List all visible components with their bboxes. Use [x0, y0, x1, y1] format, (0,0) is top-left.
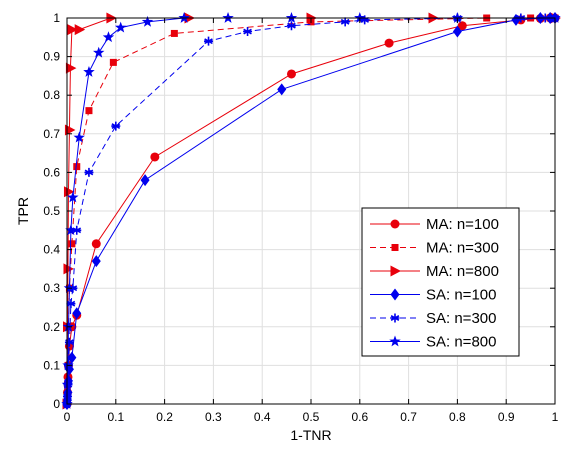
data-point-marker — [390, 265, 401, 277]
data-point-marker — [390, 219, 400, 229]
x-tick-label: 0.1 — [107, 410, 124, 424]
x-tick-label: 0.7 — [400, 410, 417, 424]
data-point-marker — [354, 12, 366, 23]
data-point-marker — [286, 21, 296, 31]
data-point-marker — [340, 17, 350, 27]
data-point-marker — [286, 69, 296, 79]
legend-label: SA: n=300 — [426, 310, 496, 327]
y-tick-label: 0.3 — [43, 281, 60, 295]
legend-item: SA: n=100 — [370, 287, 496, 304]
data-point-marker — [109, 58, 117, 66]
data-point-marker — [84, 167, 94, 177]
data-point-marker — [85, 107, 93, 115]
legend-item: MA: n=100 — [370, 216, 499, 233]
data-point-marker — [72, 307, 82, 320]
data-point-marker — [72, 225, 82, 235]
legend-label: MA: n=800 — [426, 263, 499, 280]
data-point-marker — [73, 163, 81, 171]
data-point-marker — [64, 337, 74, 347]
data-point-marker — [204, 36, 214, 46]
data-point-marker — [102, 31, 115, 43]
y-tick-label: 0.9 — [43, 50, 60, 64]
data-point-marker — [73, 131, 85, 143]
y-axis-label: TPR — [15, 197, 31, 225]
legend-item: MA: n=800 — [370, 263, 499, 280]
data-point-marker — [549, 12, 561, 23]
data-point-marker — [63, 282, 76, 294]
data-point-marker — [452, 25, 462, 38]
data-point-marker — [360, 15, 370, 25]
y-tick-label: 1 — [53, 11, 60, 25]
legend-item: MA: n=300 — [370, 240, 499, 257]
data-point-marker — [114, 21, 127, 33]
y-tick-label: 0.6 — [43, 165, 60, 179]
x-tick-label: 0.6 — [351, 410, 368, 424]
data-point-marker — [451, 12, 464, 23]
data-point-marker — [67, 191, 79, 203]
data-point-marker — [243, 27, 253, 37]
legend-item: SA: n=300 — [370, 310, 496, 327]
y-tick-label: 0.1 — [43, 358, 60, 372]
data-point-marker — [67, 24, 78, 36]
data-point-marker — [384, 38, 394, 48]
data-point-marker — [222, 12, 234, 23]
x-tick-label: 0.3 — [205, 410, 222, 424]
x-axis-label: 1-TNR — [290, 427, 331, 443]
data-point-marker — [285, 12, 298, 23]
y-tick-label: 0.7 — [43, 127, 60, 141]
legend-item: SA: n=800 — [370, 334, 496, 351]
x-tick-label: 1 — [552, 410, 559, 424]
x-tick-label: 0.9 — [498, 410, 515, 424]
legend-label: MA: n=300 — [426, 240, 499, 257]
data-point-marker — [178, 12, 190, 23]
x-tick-label: 0 — [64, 410, 71, 424]
data-point-marker — [68, 240, 76, 248]
y-tick-label: 0.2 — [43, 320, 60, 334]
data-point-marker — [170, 29, 178, 37]
y-tick-label: 0.5 — [43, 204, 60, 218]
data-point-marker — [68, 283, 78, 293]
data-point-marker — [111, 121, 121, 131]
x-tick-label: 0.4 — [254, 410, 271, 424]
data-point-marker — [390, 288, 400, 301]
data-point-marker — [74, 24, 86, 36]
axis-ticks: 0 0.1 0.2 0.3 0.4 0.5 0.6 0.7 0.8 0.9 1 0 0.1 0.2 0.3 0… — [43, 11, 558, 424]
data-point-marker — [64, 124, 76, 136]
data-point-marker — [150, 152, 160, 162]
data-point-marker — [140, 174, 150, 187]
legend-box — [361, 207, 520, 357]
data-point-marker — [391, 244, 399, 251]
data-point-marker — [91, 255, 101, 268]
legend-label: SA: n=800 — [426, 334, 496, 351]
data-point-marker — [457, 21, 467, 31]
data-point-marker — [62, 320, 75, 332]
data-point-marker — [66, 299, 76, 309]
data-point-marker — [62, 359, 74, 371]
data-point-marker — [63, 263, 74, 275]
x-tick-label: 0.2 — [156, 410, 173, 424]
data-point-marker — [67, 351, 77, 364]
x-tick-label: 0.5 — [303, 410, 320, 424]
data-point-marker — [91, 239, 101, 249]
data-point-marker — [141, 15, 154, 27]
data-point-marker — [277, 83, 287, 96]
y-tick-label: 0 — [53, 397, 60, 411]
data-point-marker — [65, 224, 77, 236]
legend-label: MA: n=100 — [426, 216, 499, 233]
legend-label: SA: n=100 — [426, 287, 496, 304]
x-tick-label: 0.8 — [449, 410, 466, 424]
data-point-marker — [65, 62, 77, 74]
legend: MA: n=100 MA: n=300 MA: n=800 SA: n=100 SA: … — [361, 207, 520, 357]
y-tick-label: 0.8 — [43, 88, 60, 102]
data-point-marker — [83, 66, 95, 77]
data-point-marker — [390, 313, 400, 323]
data-point-marker — [389, 335, 401, 347]
data-point-marker — [93, 46, 105, 58]
y-tick-label: 0.4 — [43, 243, 60, 257]
